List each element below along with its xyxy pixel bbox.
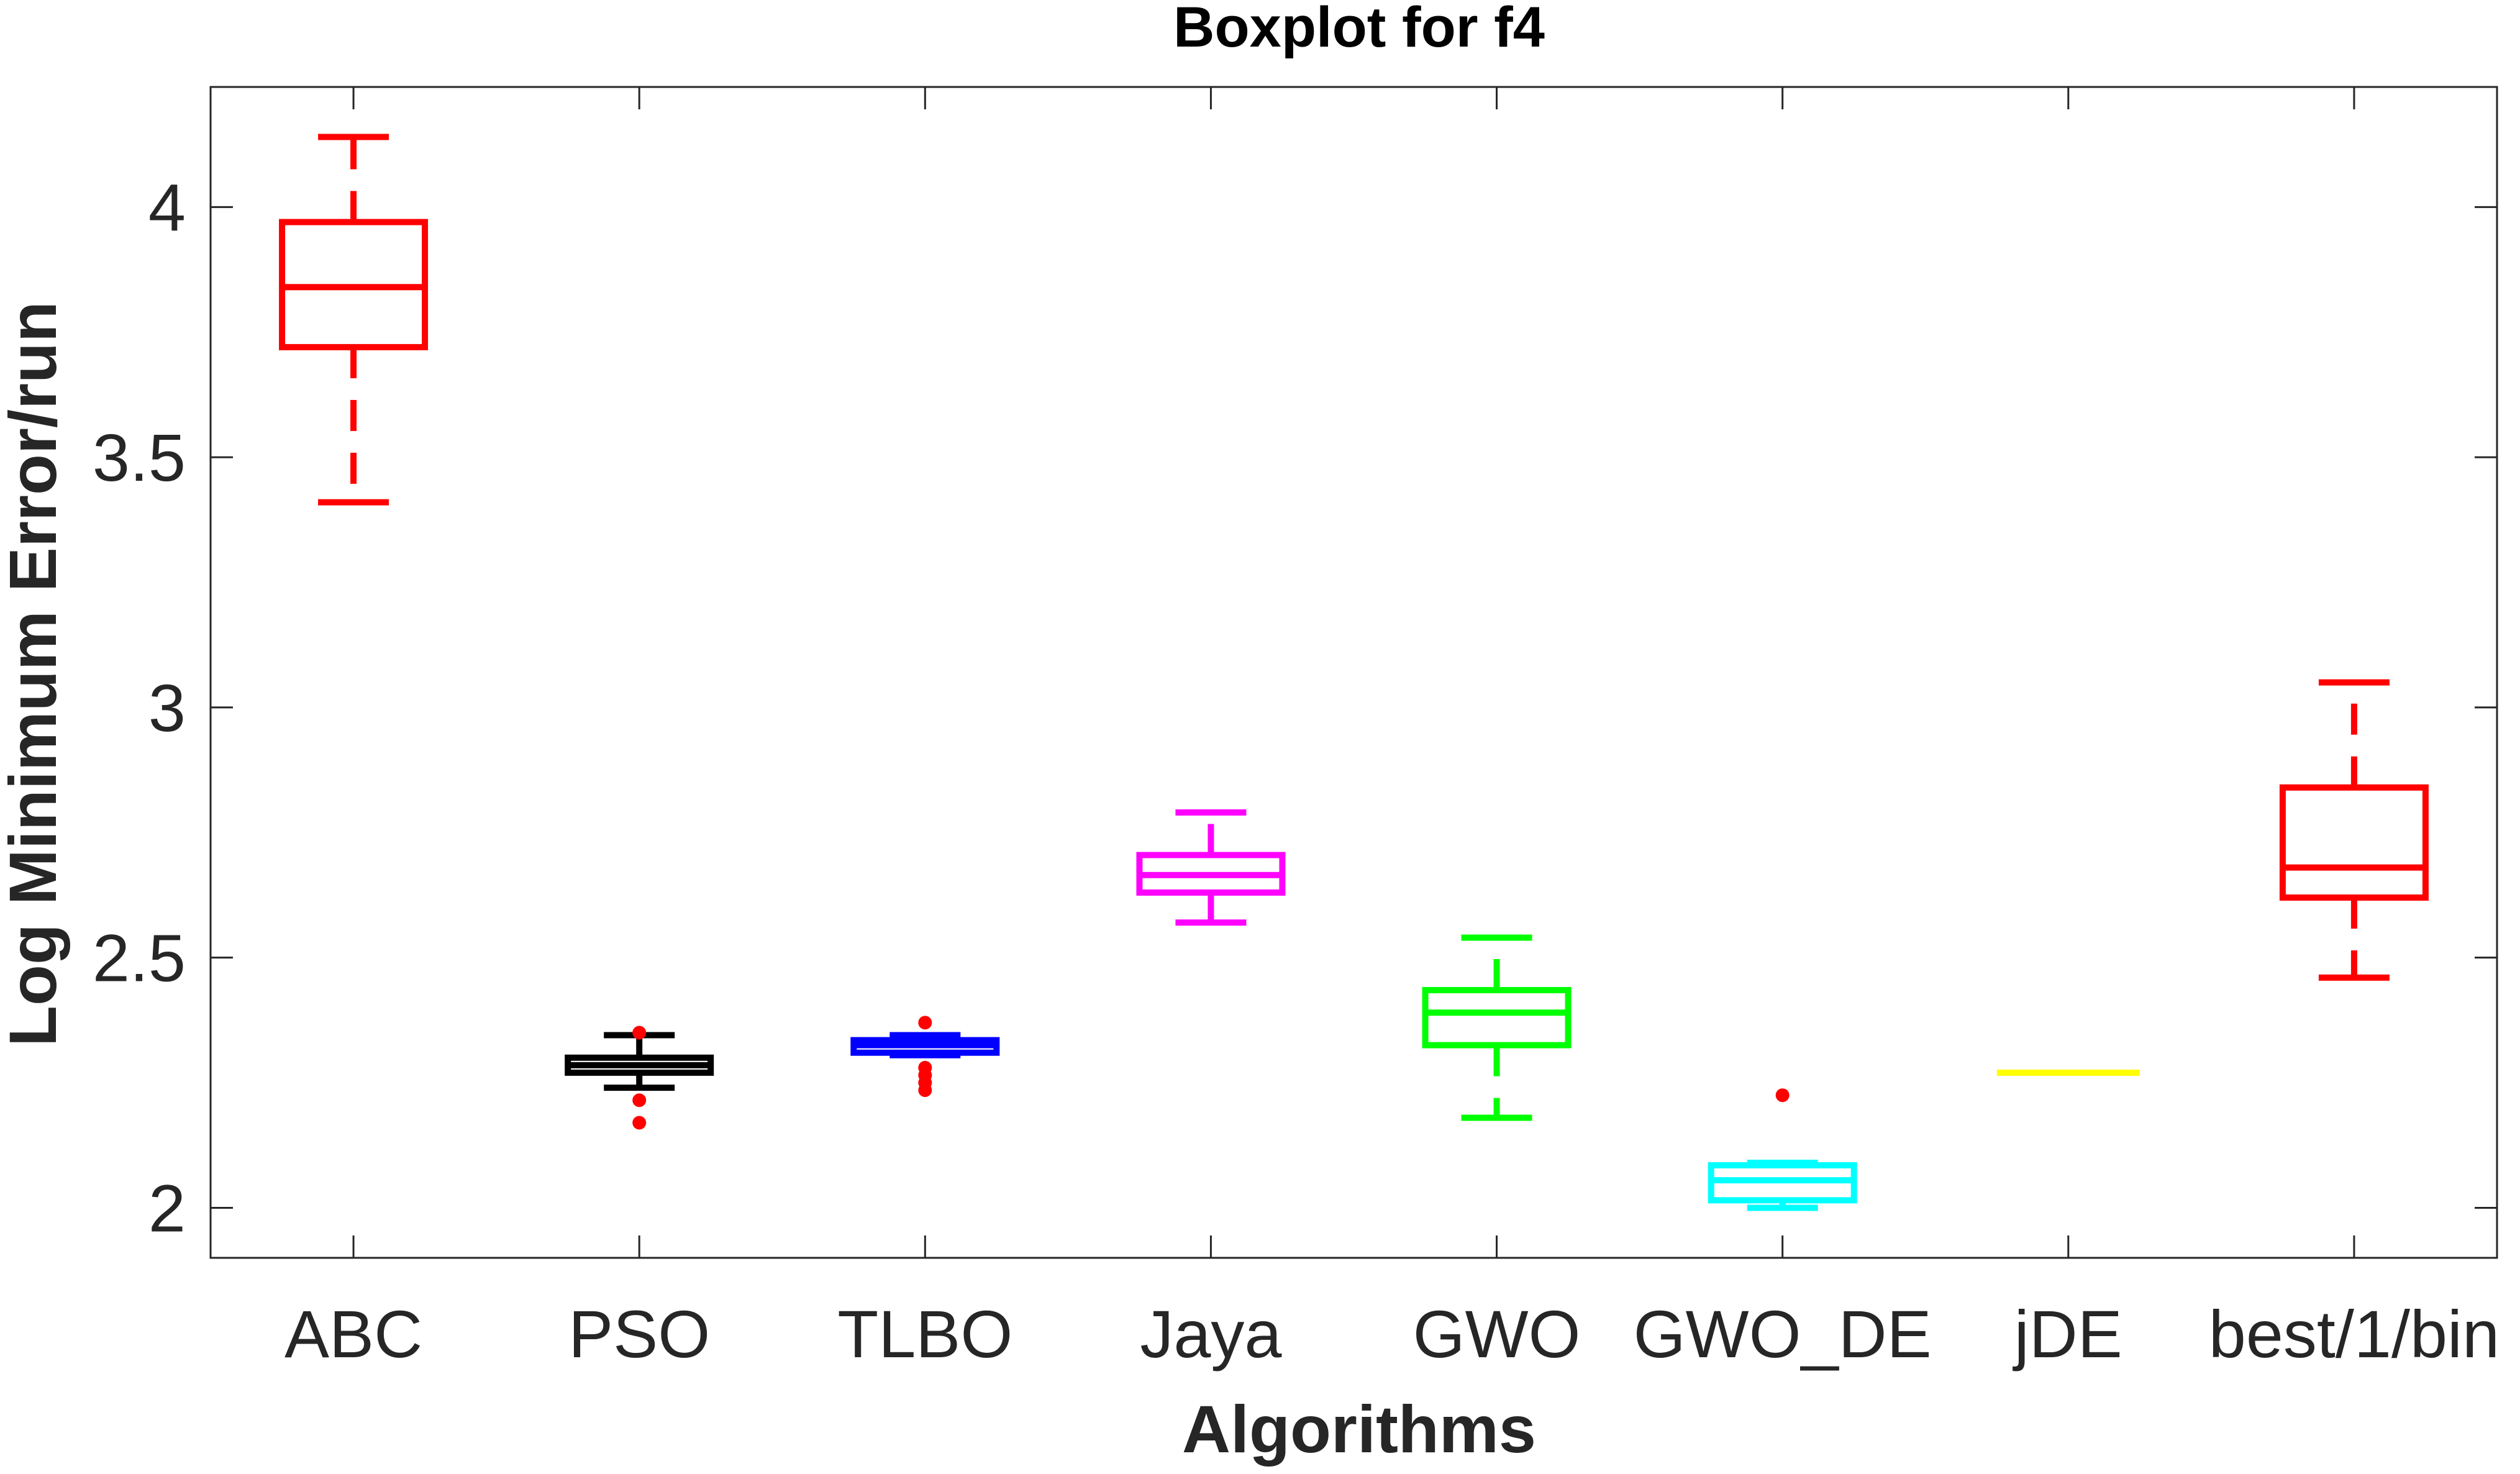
x-axis-label: Algorithms [1182,1391,1536,1467]
chart-title: Boxplot for f4 [1173,0,1545,59]
x-tick-label: PSO [568,1296,710,1372]
outlier-point [632,1093,647,1108]
y-tick-label: 2.5 [93,921,186,996]
y-tick-label: 3 [148,670,186,745]
x-tick-label: jDE [2013,1296,2122,1372]
y-tick-label: 2 [148,1170,186,1245]
outlier-point [632,1026,647,1040]
outlier-point [918,1016,932,1030]
box-pso [565,1026,714,1130]
x-tick-label: Jaya [1140,1296,1282,1372]
iqr-box [2279,784,2429,901]
x-tick-label: TLBO [837,1296,1012,1372]
plot-frame [209,86,2498,1259]
y-axis-label: Log Minimum Error/run [0,301,70,1047]
outlier-point [632,1116,647,1130]
x-tick-label: ABC [284,1296,422,1372]
box-gwo-de [1708,1088,1857,1211]
box-gwo [1422,934,1572,1121]
x-tick-label: best/1/bin [2209,1296,2500,1372]
outlier-point [918,1060,932,1075]
y-tick-label: 4 [148,170,186,245]
box-jaya [1136,809,1286,926]
x-tick-label: GWO_DE [1634,1296,1932,1372]
y-tick-label: 3.5 [93,420,186,495]
box-abc [279,134,429,506]
x-tick-label: GWO [1413,1296,1581,1372]
plot-area: 2 2.5 3 3.5 4 ABC PSO TLBO Jaya GWO GWO_DE jDE best/… [93,86,2500,1372]
box-best-1-bin [2279,679,2429,981]
iqr-box [1422,987,1572,1049]
box-tlbo [850,1016,1000,1098]
outlier-point [1775,1088,1790,1103]
